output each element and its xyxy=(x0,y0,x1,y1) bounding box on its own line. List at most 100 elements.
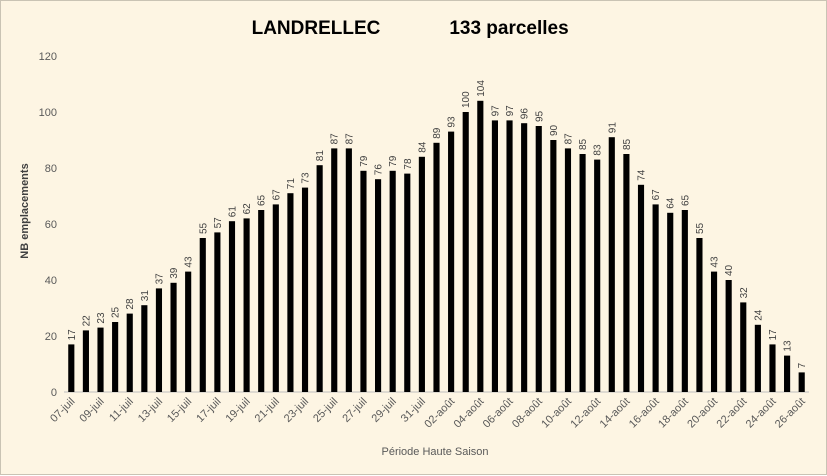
x-tick-label: 23-juil xyxy=(282,396,311,425)
x-tick-label: 24-août xyxy=(744,396,779,431)
bar xyxy=(462,112,469,392)
x-tick-label: 11-juil xyxy=(107,396,136,425)
x-tick-label: 09-juil xyxy=(77,396,106,425)
y-tick-label: 20 xyxy=(45,331,57,343)
x-tick-label: 25-juil xyxy=(311,396,340,425)
bar xyxy=(521,123,528,392)
x-axis-ticks: 07-juil 09-juil 11-juil 13-juil 15-juil 17-ju… xyxy=(48,396,808,431)
data-label: 104 xyxy=(476,80,487,97)
data-label: 22 xyxy=(81,315,92,327)
y-tick-label: 40 xyxy=(45,275,57,287)
chart-subtitle: 133 parcelles xyxy=(449,18,568,39)
bar xyxy=(301,187,309,392)
x-tick-label: 12-août xyxy=(568,396,603,431)
bar xyxy=(258,210,265,392)
data-label: 87 xyxy=(330,133,341,145)
data-label: 100 xyxy=(461,91,472,108)
bar xyxy=(375,179,382,392)
x-tick-label: 14-août xyxy=(598,396,633,431)
data-label: 24 xyxy=(753,309,764,321)
data-label: 79 xyxy=(359,155,370,167)
data-label: 84 xyxy=(417,141,428,153)
bar xyxy=(228,221,236,392)
data-label: 25 xyxy=(111,306,122,318)
data-label: 13 xyxy=(783,340,794,352)
bar xyxy=(243,218,250,392)
bar xyxy=(579,154,586,392)
data-label: 83 xyxy=(593,144,604,156)
data-label: 17 xyxy=(67,329,78,341)
x-tick-label: 22-août xyxy=(715,396,750,431)
bar xyxy=(784,355,791,392)
data-label: 97 xyxy=(490,105,501,117)
data-label: 43 xyxy=(184,256,195,268)
data-label: 91 xyxy=(607,122,618,134)
data-label: 81 xyxy=(315,150,326,162)
data-label: 65 xyxy=(680,194,691,206)
bar xyxy=(112,322,119,392)
bar xyxy=(272,204,279,392)
bar xyxy=(754,324,761,392)
x-tick-label: 17-juil xyxy=(194,396,223,425)
bar xyxy=(652,204,659,392)
x-axis-title: Période Haute Saison xyxy=(381,446,488,458)
data-label: 95 xyxy=(534,110,545,122)
data-label: 67 xyxy=(651,189,662,201)
data-label: 87 xyxy=(344,133,355,145)
x-tick-label: 21-juil xyxy=(253,396,282,425)
bar xyxy=(287,193,294,392)
bar xyxy=(170,282,177,392)
bar xyxy=(97,327,104,392)
data-label: 61 xyxy=(227,206,238,218)
data-label: 67 xyxy=(271,189,282,201)
x-tick-label: 16-août xyxy=(627,396,662,431)
data-label: 78 xyxy=(403,158,414,170)
x-tick-label: 08-août xyxy=(510,396,545,431)
data-label: 32 xyxy=(739,287,750,299)
bar xyxy=(623,154,630,392)
bar xyxy=(389,170,396,392)
bar xyxy=(404,173,411,392)
data-label: 31 xyxy=(140,290,151,302)
bar xyxy=(360,170,367,392)
data-label: 39 xyxy=(169,267,180,279)
bar xyxy=(506,120,513,393)
data-label: 93 xyxy=(447,116,458,128)
data-label: 23 xyxy=(96,312,107,324)
data-label: 74 xyxy=(637,169,648,181)
x-tick-label: 10-août xyxy=(539,396,574,431)
data-label: 64 xyxy=(666,197,677,209)
bar xyxy=(199,238,206,392)
data-label: 76 xyxy=(374,164,385,176)
bar xyxy=(345,148,352,392)
y-tick-label: 0 xyxy=(51,387,57,399)
data-label: 62 xyxy=(242,203,253,215)
y-tick-label: 100 xyxy=(39,107,57,119)
bar xyxy=(740,302,747,392)
x-tick-label: 15-juil xyxy=(165,396,194,425)
bar xyxy=(141,305,148,392)
data-label: 90 xyxy=(549,124,560,136)
x-tick-label: 18-août xyxy=(656,396,691,431)
bar xyxy=(155,288,163,392)
data-label: 7 xyxy=(797,362,808,368)
bar xyxy=(667,212,674,392)
bar xyxy=(594,159,601,392)
bar xyxy=(331,148,338,392)
chart-title: LANDRELLEC xyxy=(252,18,381,39)
data-label: 71 xyxy=(286,178,297,190)
data-label: 55 xyxy=(198,222,209,234)
bar xyxy=(798,372,805,392)
bar xyxy=(725,280,732,392)
data-label: 89 xyxy=(432,127,443,139)
bar xyxy=(68,344,75,392)
x-tick-label: 29-juil xyxy=(370,396,399,425)
bar xyxy=(681,210,688,392)
data-label: 96 xyxy=(520,108,531,120)
data-label: 28 xyxy=(125,298,136,310)
bar xyxy=(769,344,776,392)
bar xyxy=(696,238,703,392)
data-label: 40 xyxy=(724,264,735,276)
